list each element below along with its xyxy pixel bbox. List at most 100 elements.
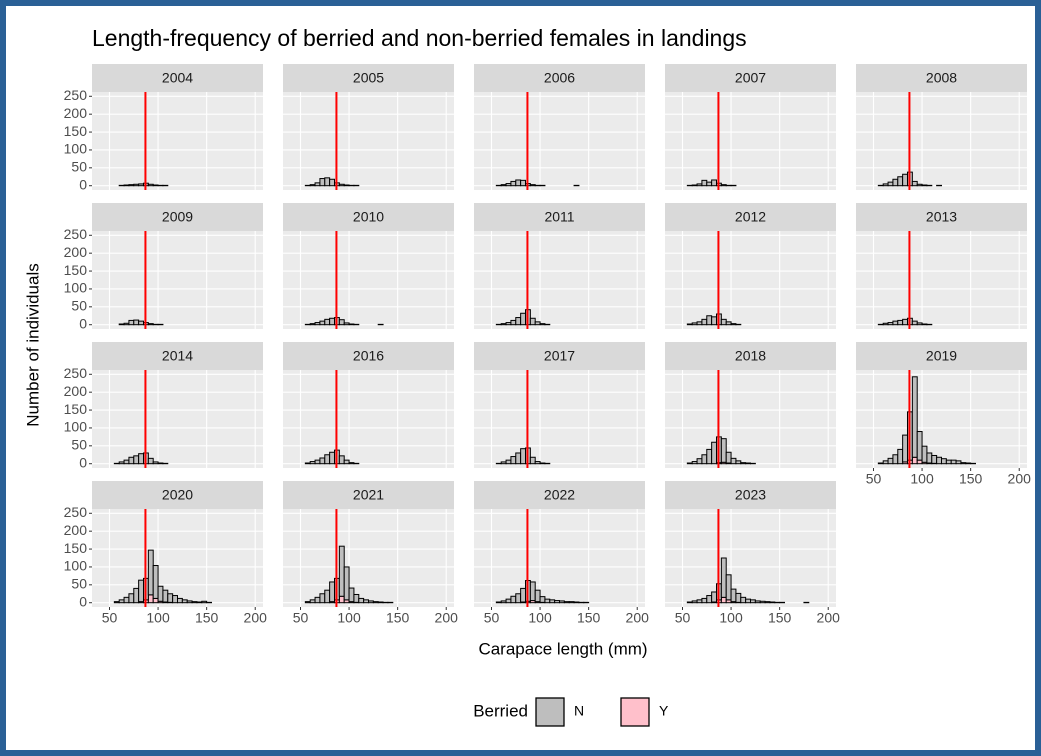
histogram-bar [505,598,512,604]
panel-background [92,370,263,468]
y-tick-label: 0 [79,315,87,331]
histogram-bar [348,587,355,603]
histogram-bar [138,320,144,326]
legend-title: Berried [473,701,528,720]
histogram-bar [911,376,918,458]
histogram-bar [916,183,923,187]
histogram-bar [911,180,918,187]
histogram-bar [711,591,717,603]
facet-title: 2011 [544,209,574,225]
facet-strip [665,64,836,92]
histogram-bar [686,601,693,604]
y-tick-label: 100 [64,280,88,296]
histogram-bar [520,448,526,465]
histogram-bar [921,184,928,187]
x-tick-label: 50 [484,610,500,626]
panel-background [283,509,454,607]
histogram-bar [529,184,536,187]
facet-strip [856,64,1027,92]
x-tick-label: 200 [435,610,459,626]
histogram-bar [926,452,933,464]
histogram-bar [892,320,899,326]
histogram-bar [720,438,727,463]
histogram-bar [691,600,698,604]
histogram-bar [563,601,570,604]
y-tick-label: 250 [64,226,88,242]
x-tick-label: 150 [386,610,410,626]
facet-strip [92,342,263,370]
facet-title: 2023 [735,487,766,503]
histogram-bar [706,595,713,604]
histogram-bar [157,462,164,465]
histogram-bar [745,462,751,465]
y-tick-label: 50 [71,576,87,592]
histogram-bar [882,460,889,465]
x-tick-label: 150 [768,610,792,626]
histogram-bar [686,323,693,326]
facet-title: 2022 [544,487,575,503]
histogram-bar [309,323,316,326]
panel-background [665,92,836,190]
histogram-bar [123,322,130,326]
histogram-bar [745,598,751,604]
histogram-bar [152,184,159,187]
histogram-bar [319,593,326,604]
histogram-bar [936,456,942,465]
histogram-bar [892,454,899,465]
histogram-bar [201,600,208,604]
facet-strip [474,342,645,370]
x-tick-label: 200 [626,610,650,626]
histogram-bar [338,595,345,604]
histogram-bar [701,179,708,187]
facet-title: 2006 [544,70,575,86]
y-tick-label: 200 [64,244,88,260]
histogram-bar [152,565,159,599]
x-tick-label: 200 [1008,471,1032,487]
histogram-bar [554,600,560,604]
panel-background [474,92,645,190]
facet-strip [92,481,263,509]
histogram-bar [740,596,747,604]
histogram-bar [128,184,135,187]
x-tick-label: 100 [719,610,743,626]
histogram-bar [377,601,384,604]
histogram-bar [931,454,938,464]
histogram-bar [196,601,203,604]
y-tick-label: 250 [64,365,88,381]
histogram-bar [902,173,908,187]
histogram-bar [118,461,125,465]
histogram-bar [138,579,144,603]
histogram-bar [338,455,345,465]
histogram-bar [725,321,732,326]
histogram-bar [500,461,507,465]
panel-background [92,231,263,329]
facet-strip [856,203,1027,231]
facet-title: 2004 [162,70,193,86]
histogram-bar [706,181,713,187]
y-tick-label: 100 [64,419,88,435]
histogram-bar [921,445,928,463]
y-tick-label: 50 [71,437,87,453]
panel-background [665,370,836,468]
histogram-bar [324,589,331,604]
facet-title: 2020 [162,487,193,503]
histogram-bar [515,593,522,604]
histogram-bar [706,315,713,326]
histogram-bar [324,318,331,326]
histogram-bar [138,183,144,187]
x-tick-label: 200 [817,610,841,626]
histogram-bar [167,593,174,603]
histogram-bar [128,593,135,604]
histogram-bar [329,581,335,603]
facet-title: 2012 [735,209,766,225]
facet-title: 2019 [926,348,957,364]
histogram-bar [343,459,350,465]
histogram-bar [916,431,923,461]
histogram-bar [730,323,737,326]
histogram-bar [181,599,188,604]
x-tick-label: 100 [146,610,170,626]
facet-strip [92,64,263,92]
x-tick-label: 200 [244,610,268,626]
histogram-bar [965,462,972,465]
